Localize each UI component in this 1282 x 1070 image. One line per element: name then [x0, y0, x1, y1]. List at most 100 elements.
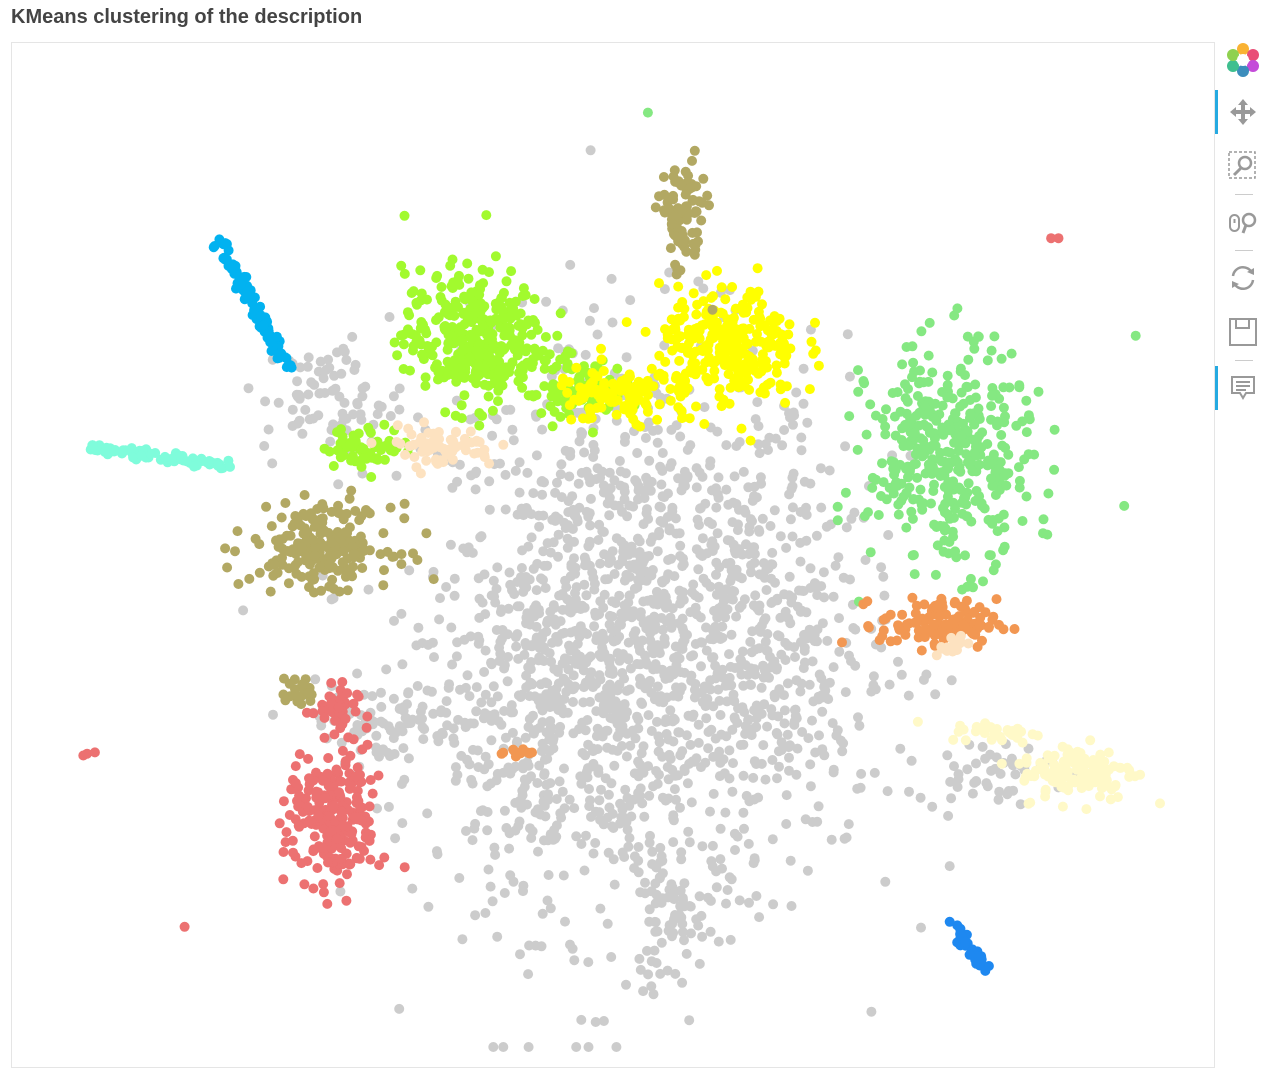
wheel-zoom-icon	[1229, 212, 1257, 234]
scatter-point	[681, 948, 692, 959]
scatter-point	[570, 562, 581, 573]
scatter-point	[785, 618, 796, 629]
scatter-point	[498, 747, 509, 758]
scatter-point	[734, 602, 745, 613]
scatter-point	[802, 865, 813, 876]
scatter-point	[541, 296, 552, 307]
scatter-point	[585, 520, 596, 531]
scatter-point	[754, 448, 765, 459]
scatter-point	[579, 579, 590, 590]
scatter-point	[519, 649, 530, 660]
scatter-point	[537, 476, 547, 486]
scatter-point	[755, 313, 766, 324]
scatter-point	[901, 522, 912, 533]
scatter-point	[804, 624, 815, 635]
scatter-point	[604, 467, 615, 478]
scatter-point	[542, 618, 552, 628]
scatter-point	[396, 779, 407, 789]
scatter-point	[714, 384, 725, 395]
scatter-point	[412, 555, 423, 565]
scatter-point	[710, 733, 721, 744]
scatter-point	[962, 511, 973, 522]
scatter-point	[527, 679, 538, 690]
scatter-point	[467, 835, 478, 846]
scatter-point	[1016, 726, 1027, 737]
scatter-point	[636, 697, 647, 708]
scatter-point	[692, 227, 702, 238]
scatter-plot[interactable]	[12, 43, 1214, 1067]
scatter-point	[278, 796, 289, 807]
scatter-point	[893, 623, 904, 633]
scatter-point	[715, 854, 726, 865]
scatter-point	[575, 621, 586, 632]
scatter-point	[779, 589, 790, 600]
scatter-point	[739, 348, 750, 359]
scatter-point	[258, 320, 269, 331]
scatter-point	[903, 383, 913, 394]
scatter-point	[458, 344, 469, 355]
scatter-point	[555, 411, 566, 422]
scatter-point	[688, 194, 698, 205]
scatter-point	[400, 713, 411, 723]
plot-area[interactable]	[11, 42, 1215, 1068]
scatter-point	[409, 452, 420, 462]
scatter-point	[744, 363, 754, 374]
scatter-point	[708, 788, 719, 799]
scatter-point	[399, 210, 410, 221]
hover-tool-button[interactable]	[1215, 366, 1263, 410]
scatter-point	[838, 572, 849, 583]
scatter-point	[373, 770, 384, 781]
scatter-point	[731, 441, 742, 451]
scatter-point	[502, 676, 513, 687]
scatter-point	[930, 569, 941, 580]
scatter-point	[951, 645, 961, 656]
scatter-point	[285, 547, 296, 558]
scatter-point	[746, 567, 756, 578]
scatter-point	[480, 751, 491, 762]
scatter-point	[722, 314, 733, 325]
scatter-point	[334, 878, 345, 889]
scatter-point	[633, 494, 643, 505]
scatter-point	[711, 483, 721, 494]
scatter-point	[582, 629, 593, 639]
scatter-point	[471, 378, 482, 389]
scatter-point	[578, 665, 589, 676]
scatter-point	[878, 477, 889, 488]
scatter-point	[367, 691, 378, 702]
bokeh-logo-icon[interactable]	[1223, 40, 1263, 80]
scatter-point	[616, 614, 627, 625]
scatter-point	[960, 438, 971, 449]
scatter-point	[446, 622, 457, 633]
scatter-point	[1081, 804, 1092, 815]
scatter-point	[539, 770, 550, 780]
scatter-point	[290, 778, 301, 788]
scatter-point	[635, 679, 646, 690]
scatter-point	[817, 618, 828, 629]
scatter-point	[254, 567, 265, 578]
pan-tool-button[interactable]	[1215, 90, 1263, 134]
scatter-point	[1014, 758, 1025, 769]
scatter-point	[454, 873, 465, 883]
box-zoom-icon	[1228, 151, 1256, 179]
scatter-point	[907, 341, 918, 352]
scatter-point	[510, 825, 521, 836]
scatter-point	[576, 778, 587, 789]
scatter-point	[972, 641, 983, 652]
scatter-point	[422, 341, 433, 351]
reset-button[interactable]	[1223, 258, 1263, 298]
scatter-point	[299, 879, 310, 890]
save-button[interactable]	[1223, 312, 1263, 352]
wheel-zoom-button[interactable]	[1223, 202, 1263, 242]
scatter-point	[760, 636, 771, 647]
scatter-point	[730, 714, 740, 724]
scatter-point	[645, 569, 656, 579]
box-zoom-button[interactable]	[1223, 146, 1263, 186]
scatter-point	[1085, 735, 1096, 746]
scatter-point	[895, 743, 906, 754]
scatter-point	[441, 449, 452, 460]
scatter-point	[745, 636, 756, 647]
scatter-point	[986, 401, 997, 412]
scatter-point	[664, 267, 675, 278]
scatter-point	[878, 614, 889, 625]
scatter-point	[334, 787, 344, 798]
